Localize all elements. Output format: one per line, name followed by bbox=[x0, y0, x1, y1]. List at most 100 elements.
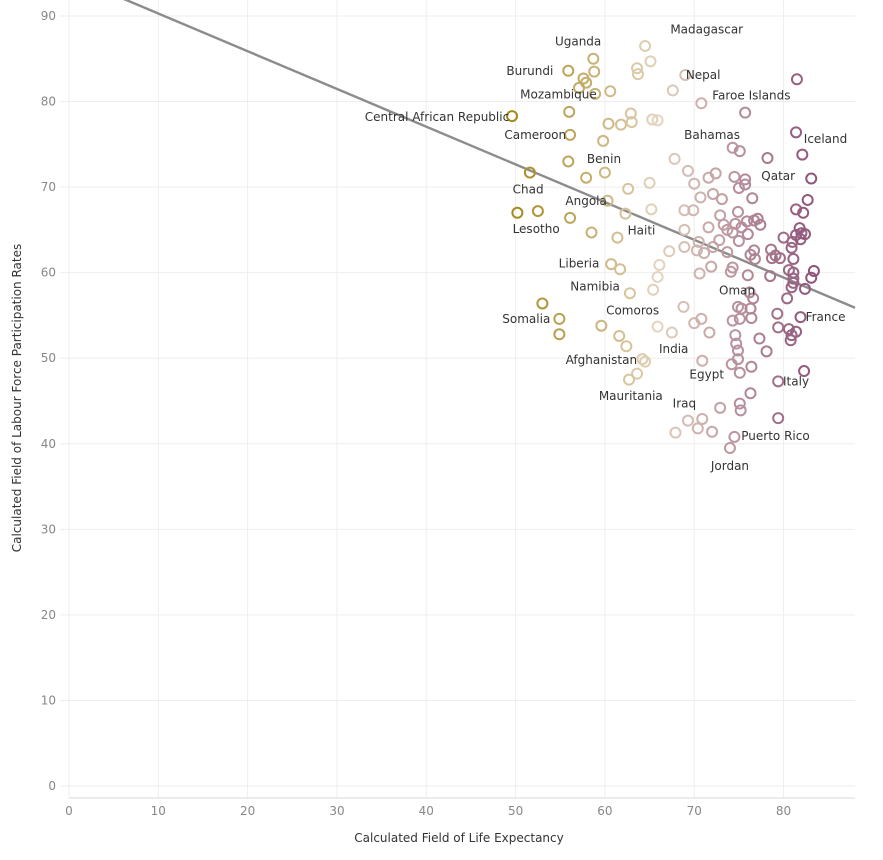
label-qatar: Qatar bbox=[761, 169, 795, 183]
y-tick-label: 0 bbox=[48, 779, 56, 793]
data-point bbox=[787, 243, 797, 253]
data-point bbox=[754, 334, 764, 344]
point-qatar bbox=[806, 174, 816, 184]
label-angola: Angola bbox=[565, 194, 606, 208]
data-point bbox=[729, 172, 739, 182]
x-axis-title: Calculated Field of Life Expectancy bbox=[354, 831, 563, 845]
label-burundi: Burundi bbox=[506, 64, 553, 78]
x-tick-label: 0 bbox=[65, 804, 73, 818]
data-point bbox=[797, 150, 807, 160]
label-namibia: Namibia bbox=[570, 279, 620, 293]
label-cameroon: Cameroon bbox=[504, 128, 566, 142]
label-nepal: Nepal bbox=[686, 68, 721, 82]
data-point bbox=[646, 204, 656, 214]
label-afghanistan: Afghanistan bbox=[566, 353, 637, 367]
label-egypt: Egypt bbox=[689, 367, 724, 381]
data-point bbox=[717, 194, 727, 204]
x-tick-label: 40 bbox=[419, 804, 434, 818]
point-madagascar bbox=[640, 41, 650, 51]
data-point bbox=[587, 227, 597, 237]
label-liberia: Liberia bbox=[559, 256, 600, 270]
data-point bbox=[706, 262, 716, 272]
label-italy: Italy bbox=[783, 374, 809, 388]
data-points bbox=[507, 41, 819, 453]
y-tick-label: 50 bbox=[41, 351, 56, 365]
y-tick-label: 60 bbox=[41, 266, 56, 280]
label-comoros: Comoros bbox=[606, 303, 659, 317]
label-haiti: Haiti bbox=[628, 224, 656, 238]
label-iceland: Iceland bbox=[804, 132, 847, 146]
x-tick-label: 30 bbox=[329, 804, 344, 818]
data-point bbox=[581, 173, 591, 183]
label-puerto-rico: Puerto Rico bbox=[741, 429, 809, 443]
data-point bbox=[645, 178, 655, 188]
data-point bbox=[614, 331, 624, 341]
data-point bbox=[697, 356, 707, 366]
data-point bbox=[565, 213, 575, 223]
data-point bbox=[589, 67, 599, 77]
point-mauritania bbox=[624, 375, 634, 385]
label-india: India bbox=[659, 342, 688, 356]
label-oman: Oman bbox=[719, 284, 755, 298]
data-point bbox=[740, 108, 750, 118]
data-point bbox=[803, 195, 813, 205]
label-uganda: Uganda bbox=[555, 35, 601, 49]
label-france: France bbox=[806, 310, 846, 324]
data-point bbox=[746, 362, 756, 372]
y-axis-title: Calculated Field of Labour Force Partici… bbox=[10, 244, 24, 553]
label-somalia: Somalia bbox=[502, 312, 550, 326]
data-point bbox=[679, 225, 689, 235]
data-point bbox=[679, 302, 689, 312]
y-tick-label: 40 bbox=[41, 437, 56, 451]
data-point bbox=[670, 154, 680, 164]
data-point bbox=[773, 322, 783, 332]
data-point bbox=[734, 236, 744, 246]
data-point bbox=[715, 403, 725, 413]
label-jordan: Jordan bbox=[710, 459, 749, 473]
data-point bbox=[623, 184, 633, 194]
data-point bbox=[736, 405, 746, 415]
point-india bbox=[621, 341, 631, 351]
data-point bbox=[707, 427, 717, 437]
x-tick-label: 20 bbox=[240, 804, 255, 818]
data-point bbox=[645, 56, 655, 66]
data-point bbox=[554, 329, 564, 339]
data-point bbox=[772, 309, 782, 319]
point-afghanistan bbox=[637, 354, 647, 364]
label-lesotho: Lesotho bbox=[513, 222, 560, 236]
data-point bbox=[564, 107, 574, 117]
data-point bbox=[762, 153, 772, 163]
point-puerto-rico bbox=[729, 432, 739, 442]
y-tick-label: 80 bbox=[41, 95, 56, 109]
data-point bbox=[670, 428, 680, 438]
data-point bbox=[788, 254, 798, 264]
y-tick-label: 30 bbox=[41, 522, 56, 536]
point-benin bbox=[563, 156, 573, 166]
point-somalia bbox=[537, 298, 547, 308]
data-point bbox=[733, 207, 743, 217]
data-point bbox=[605, 86, 615, 96]
data-point bbox=[704, 328, 714, 338]
label-chad: Chad bbox=[513, 183, 544, 197]
data-point bbox=[696, 98, 706, 108]
data-point bbox=[695, 269, 705, 279]
data-point bbox=[616, 120, 626, 130]
data-point bbox=[704, 222, 714, 232]
label-mozambique: Mozambique bbox=[520, 88, 597, 102]
data-point bbox=[735, 368, 745, 378]
x-tick-label: 80 bbox=[776, 804, 791, 818]
data-point bbox=[653, 322, 663, 332]
data-point bbox=[683, 166, 693, 176]
point-jordan bbox=[725, 443, 735, 453]
data-point bbox=[753, 214, 763, 224]
x-tick-label: 60 bbox=[597, 804, 612, 818]
data-point bbox=[773, 413, 783, 423]
point-faroe-islands bbox=[792, 74, 802, 84]
point-burundi bbox=[563, 66, 573, 76]
label-mauritania: Mauritania bbox=[599, 389, 663, 403]
label-iraq: Iraq bbox=[673, 397, 696, 411]
point-cameroon bbox=[565, 130, 575, 140]
data-point bbox=[648, 285, 658, 295]
y-tick-label: 70 bbox=[41, 180, 56, 194]
